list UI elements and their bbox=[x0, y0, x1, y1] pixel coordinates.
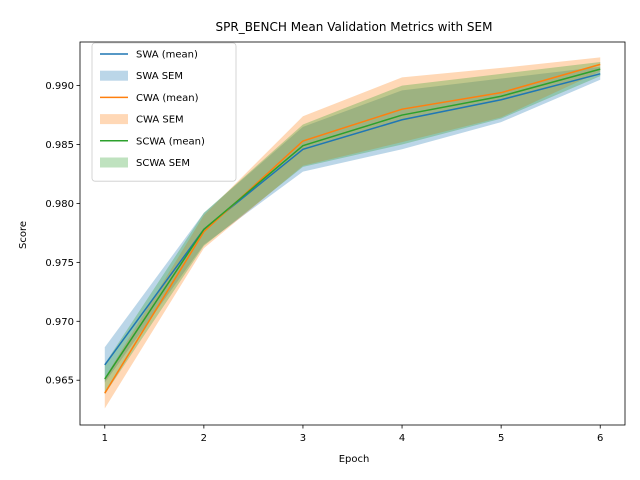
mean-lines bbox=[104, 63, 601, 394]
y-tick-label: 0.965 bbox=[45, 376, 74, 387]
x-tick-label: 1 bbox=[102, 433, 108, 444]
scwa-legend-label: SCWA SEM bbox=[136, 158, 190, 169]
x-tick-label: 3 bbox=[300, 433, 306, 444]
plot-frame bbox=[79, 41, 626, 426]
y-tick-label: 0.975 bbox=[45, 258, 74, 269]
x-axis-label: Epoch bbox=[339, 454, 370, 465]
cwa-mean-line bbox=[104, 63, 601, 394]
chart-title: SPR_BENCH Mean Validation Metrics with S… bbox=[216, 20, 493, 34]
cwa-legend-label: CWA SEM bbox=[136, 115, 184, 126]
x-tick-label: 2 bbox=[201, 433, 207, 444]
x-axis-ticks: 1 2 3 4 5 6 bbox=[102, 425, 603, 444]
y-tick-label: 0.980 bbox=[45, 199, 74, 210]
x-tick-label: 5 bbox=[498, 433, 504, 444]
scwa-sem-band bbox=[104, 62, 601, 395]
y-axis-label: Score bbox=[18, 221, 29, 249]
cwa-legend-swatch bbox=[100, 114, 128, 125]
x-tick-label: 6 bbox=[597, 433, 603, 444]
swa-legend-swatch bbox=[100, 70, 128, 81]
legend: SWA (mean) SWA SEM CWA (mean) CWA SEM SCWA (… bbox=[91, 42, 237, 182]
x-tick-label: 4 bbox=[399, 433, 405, 444]
swa-legend-label: SWA (mean) bbox=[136, 50, 198, 61]
swa-mean-line bbox=[104, 73, 601, 366]
y-tick-label: 0.985 bbox=[45, 140, 74, 151]
scwa-mean-line bbox=[104, 68, 601, 380]
y-tick-label: 0.990 bbox=[45, 81, 74, 92]
swa-legend-label: SWA SEM bbox=[136, 71, 183, 82]
scwa-legend-label: SCWA (mean) bbox=[136, 136, 205, 147]
scwa-legend-swatch bbox=[100, 157, 128, 168]
y-axis-ticks: 0.965 0.970 0.975 0.980 0.985 0.990 bbox=[45, 81, 80, 387]
legend-box bbox=[91, 42, 237, 182]
y-tick-label: 0.970 bbox=[45, 317, 74, 328]
cwa-legend-label: CWA (mean) bbox=[136, 93, 199, 104]
